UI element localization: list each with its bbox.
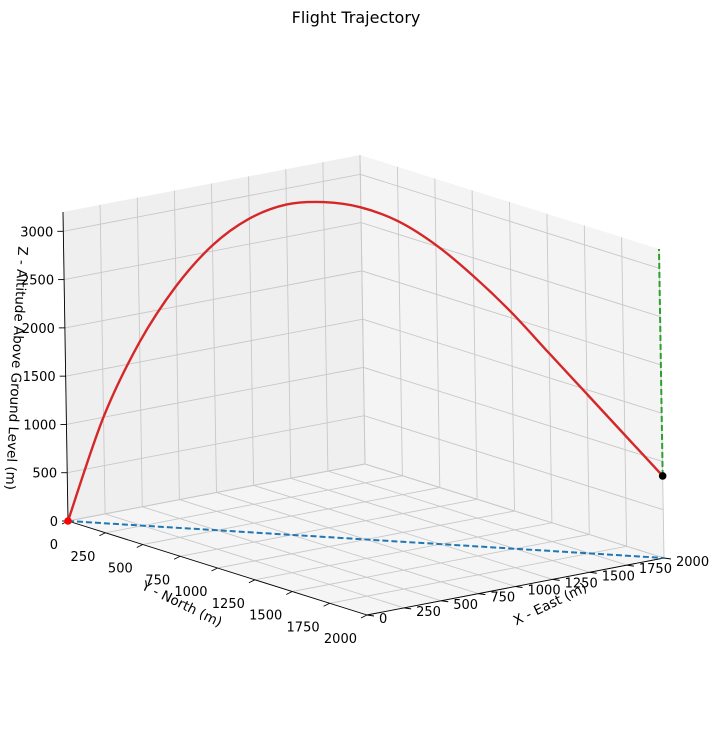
y-tick-mark [360, 614, 368, 619]
y-tick-label: 500 [108, 562, 133, 577]
chart-title: Flight Trajectory [292, 8, 421, 27]
y-tick-label: 250 [71, 550, 96, 565]
z-tick-label: 2500 [21, 274, 54, 289]
z-gridline [65, 318, 662, 414]
x-tick-mark [626, 564, 634, 567]
y-tick-label: 1500 [249, 609, 282, 624]
z-gridline [64, 222, 661, 318]
z-tick-label: 0 [50, 515, 58, 530]
x-tick-mark [589, 571, 597, 574]
ground-track-line [67, 520, 665, 559]
z-gridline [67, 463, 665, 559]
x-tick-label: 1250 [565, 576, 598, 591]
trajectory-line [66, 200, 664, 522]
y-tick-mark [248, 579, 256, 584]
z-gridline [64, 270, 662, 366]
z-gridline [66, 366, 663, 462]
y-tick-label: 2000 [324, 632, 357, 647]
y-tick-label: 1750 [287, 620, 320, 635]
launch-point-marker [64, 517, 72, 525]
y-tick-mark [286, 591, 293, 595]
y-tick-label: 1000 [174, 585, 207, 600]
y-tick-label: 0 [50, 538, 58, 553]
z-tick-label: 500 [32, 467, 57, 482]
x-tick-label: 1750 [639, 562, 672, 577]
z-gridline [63, 173, 660, 269]
x-tick-label: 750 [490, 591, 515, 606]
y-tick-label: 750 [145, 573, 170, 588]
x-tick-mark [404, 607, 412, 610]
y-tick-label: 1250 [212, 597, 245, 612]
tick-labels: 0 250 500 750 1000 1250 1500 1750 2000 0 250 500 750… [20, 225, 709, 647]
y-tick-mark [99, 532, 106, 537]
y-tick-mark [211, 567, 218, 572]
x-tick-mark [441, 600, 449, 603]
z-axis-label: Z - Altitude Above Ground Level (m) [2, 246, 31, 490]
x-tick-mark [552, 578, 560, 581]
x-tick-mark [366, 614, 375, 617]
z-tick-label: 1000 [23, 418, 56, 433]
x-tick-mark [663, 557, 672, 560]
landing-point-marker [658, 472, 667, 480]
x-tick-label: 1000 [528, 584, 561, 599]
y-tick-mark [173, 555, 181, 560]
y-tick-mark [136, 544, 143, 548]
x-tick-label: 500 [453, 598, 478, 613]
x-tick-label: 2000 [676, 555, 709, 570]
z-gridline [67, 415, 664, 511]
z-tick-label: 3000 [20, 225, 53, 240]
z-tick-label: 2000 [22, 322, 55, 337]
z-axis-line [62, 211, 69, 522]
x-tick-label: 1500 [602, 569, 635, 584]
x-tick-label: 250 [416, 605, 441, 620]
y-tick-mark [323, 602, 330, 607]
x-tick-mark [515, 586, 523, 588]
z-tick-label: 1500 [23, 370, 56, 385]
x-tick-label: 0 [379, 612, 387, 627]
vertical-drop-line [658, 248, 664, 476]
data-marks [64, 200, 667, 559]
x-tick-mark [478, 593, 486, 596]
